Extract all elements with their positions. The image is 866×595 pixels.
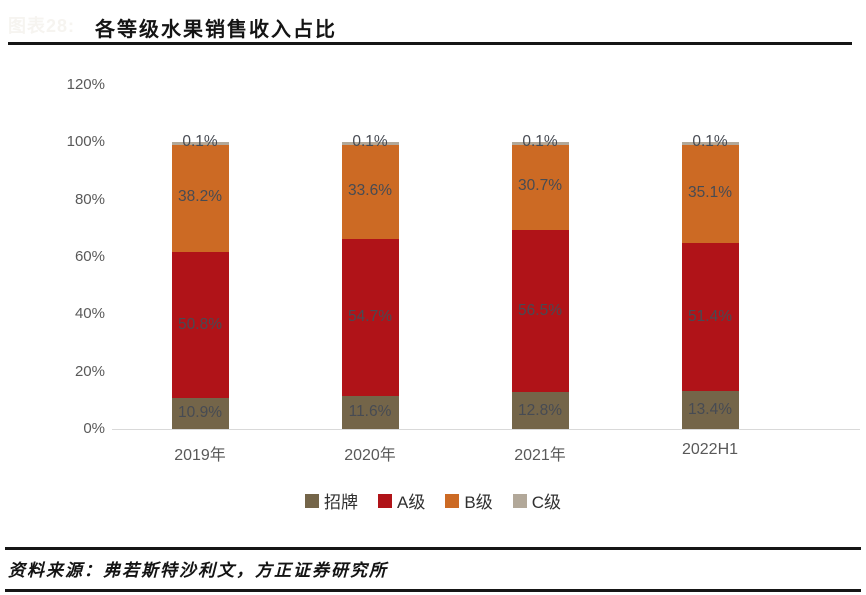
bar-segment-A级 xyxy=(171,252,229,398)
legend-label: A级 xyxy=(397,493,426,512)
bar-segment-B级 xyxy=(171,142,229,253)
data-label-招牌: 10.9% xyxy=(178,404,222,422)
legend-swatch-icon xyxy=(445,493,460,508)
legend-item-B级: B级 xyxy=(445,488,493,513)
data-label-B级: 30.7% xyxy=(518,177,562,195)
data-label-A级: 54.7% xyxy=(348,308,392,326)
legend-item-C级: C级 xyxy=(512,488,561,513)
page-bottom-rule xyxy=(5,589,861,592)
y-axis-tick-label: 0% xyxy=(83,420,105,437)
chart-legend: 招牌 A级 B级 C级 xyxy=(0,488,866,513)
legend-swatch-icon xyxy=(305,493,320,508)
y-axis-tick-label: 20% xyxy=(74,362,105,380)
legend-label: C级 xyxy=(531,493,561,512)
legend-swatch-icon xyxy=(512,493,527,508)
y-axis-tick-label: 120% xyxy=(66,76,105,93)
figure-number-watermark: 图表28: xyxy=(8,16,76,36)
legend-swatch-icon xyxy=(378,493,393,508)
data-label-C级: 0.1% xyxy=(182,133,218,151)
source-attribution: 资料来源：弗若斯特沙利文，方正证券研究所 xyxy=(8,561,388,581)
bar-segment-A级 xyxy=(511,230,569,393)
bar-segment-B级 xyxy=(511,142,569,231)
bar-segment-A级 xyxy=(341,238,399,396)
data-label-A级: 50.8% xyxy=(178,315,222,333)
y-axis-tick-label: 40% xyxy=(74,305,105,323)
legend-item-招牌: 招牌 xyxy=(305,488,358,513)
data-label-B级: 33.6% xyxy=(348,181,392,199)
y-axis-tick-label: 80% xyxy=(74,190,105,208)
bar-segment-C级 xyxy=(681,142,739,145)
x-axis-baseline xyxy=(112,429,860,430)
data-label-招牌: 11.6% xyxy=(348,403,392,421)
data-label-C级: 0.1% xyxy=(692,133,728,151)
y-axis-tick-label: 60% xyxy=(74,248,105,265)
bar-segment-招牌 xyxy=(511,392,569,429)
bar-segment-招牌 xyxy=(341,395,399,429)
data-label-A级: 56.5% xyxy=(518,302,562,320)
x-axis-category-label: 2021年 xyxy=(514,447,566,464)
data-label-B级: 35.1% xyxy=(688,183,732,201)
data-label-A级: 51.4% xyxy=(688,307,732,325)
x-axis-category-label: 2020年 xyxy=(344,447,396,464)
bar-segment-招牌 xyxy=(681,390,739,429)
data-label-招牌: 13.4% xyxy=(688,400,732,418)
bar-segment-B级 xyxy=(341,142,399,239)
legend-label: B级 xyxy=(464,493,493,512)
footer-divider-rule xyxy=(5,547,861,550)
data-label-C级: 0.1% xyxy=(352,133,388,151)
data-label-招牌: 12.8% xyxy=(518,401,562,419)
legend-item-A级: A级 xyxy=(378,488,425,513)
y-axis-tick-label: 100% xyxy=(66,133,105,151)
bar-segment-A级 xyxy=(681,243,739,391)
bar-segment-招牌 xyxy=(171,397,229,429)
title-divider-rule xyxy=(8,42,852,45)
legend-label: 招牌 xyxy=(324,493,359,512)
bar-segment-C级 xyxy=(341,142,399,145)
chart-title: 各等级水果销售收入占比 xyxy=(95,17,337,41)
data-label-C级: 0.1% xyxy=(522,133,558,151)
bar-segment-B级 xyxy=(681,142,739,244)
x-axis-category-label: 2019年 xyxy=(174,447,226,464)
bar-segment-C级 xyxy=(511,142,569,145)
bar-segment-C级 xyxy=(171,142,229,145)
data-label-B级: 38.2% xyxy=(178,188,222,206)
x-axis-category-label: 2022H1 xyxy=(681,441,739,458)
stacked-bar-plot-area: 0% 20% 40% 60% 80% 100% 120% 10.9% 50.8% 38.2% 0.1… xyxy=(66,76,860,464)
